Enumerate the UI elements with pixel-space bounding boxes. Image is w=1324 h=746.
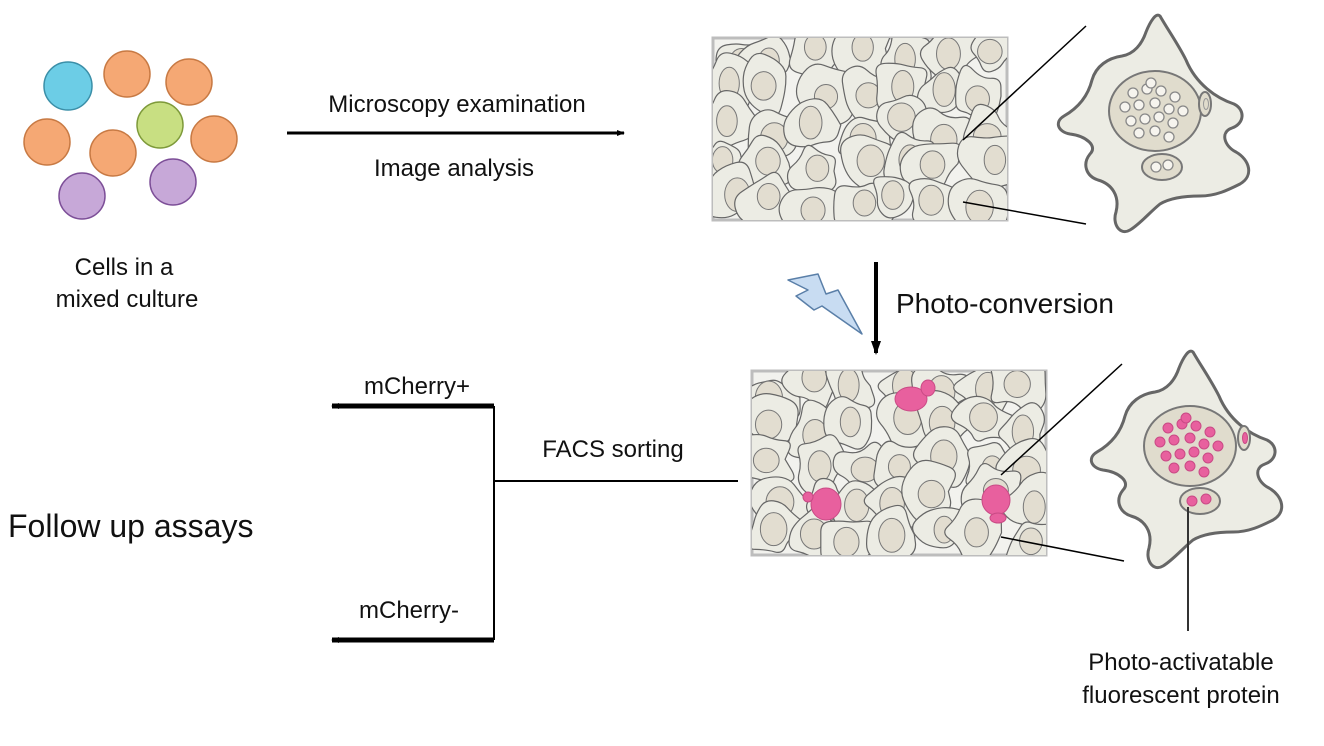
granule bbox=[1198, 466, 1210, 478]
tissue-nucleus bbox=[1003, 371, 1031, 399]
cell-green bbox=[136, 101, 184, 149]
tissue-nucleus bbox=[752, 447, 780, 474]
tissue-nucleus bbox=[805, 154, 830, 182]
granule bbox=[1184, 460, 1196, 472]
granule bbox=[1184, 432, 1196, 444]
granule bbox=[1177, 105, 1189, 117]
granule bbox=[1139, 113, 1151, 125]
granule bbox=[1190, 420, 1202, 432]
granule bbox=[1180, 412, 1192, 424]
mixed-culture-cells bbox=[23, 50, 238, 220]
mcherry-negative-label: mCherry- bbox=[359, 597, 459, 624]
tissue-nucleus bbox=[755, 146, 781, 176]
tissue-nucleus bbox=[917, 479, 946, 509]
tissue-nucleus bbox=[839, 406, 861, 438]
granule bbox=[1149, 125, 1161, 137]
protein-label-line1: Photo-activatable bbox=[1088, 649, 1273, 676]
tissue-nucleus bbox=[887, 102, 916, 132]
granule bbox=[1212, 440, 1224, 452]
mixed-culture-label-line1: Cells in a bbox=[75, 254, 174, 281]
granule bbox=[1160, 450, 1172, 462]
cell-orange bbox=[89, 129, 137, 177]
tissue-nucleus bbox=[756, 182, 781, 210]
granule bbox=[1145, 77, 1157, 89]
tissue-nucleus bbox=[759, 512, 788, 547]
lightning-bolt-icon bbox=[787, 273, 863, 335]
cell-orange bbox=[23, 118, 71, 166]
zoom-line-bottom bbox=[962, 201, 1087, 225]
cell-blue bbox=[43, 61, 93, 111]
tissue-nucleus bbox=[932, 72, 956, 107]
tissue-nucleus bbox=[878, 517, 906, 553]
tissue-nucleus bbox=[801, 371, 828, 393]
granule bbox=[1154, 436, 1166, 448]
granule bbox=[1149, 97, 1161, 109]
granule bbox=[1198, 438, 1210, 450]
granule bbox=[1162, 422, 1174, 434]
mixed-culture-label-line2: mixed culture bbox=[56, 286, 199, 313]
zoomed-cell-top bbox=[1056, 13, 1251, 233]
tissue-nucleus bbox=[833, 526, 860, 555]
granule bbox=[1168, 434, 1180, 446]
zoom-line-top bbox=[962, 25, 1087, 141]
tissue-panel-bottom bbox=[750, 363, 1125, 562]
cell-orange bbox=[165, 58, 213, 106]
tissue-nucleus bbox=[851, 38, 874, 62]
tissue-nucleus bbox=[881, 180, 905, 210]
granule bbox=[1163, 131, 1175, 143]
tissue-nucleus bbox=[800, 196, 826, 220]
granule bbox=[1163, 103, 1175, 115]
tissue-nucleus bbox=[918, 184, 945, 216]
granule bbox=[1125, 115, 1137, 127]
tissue-nucleus bbox=[844, 488, 870, 522]
protein-label-line2: fluorescent protein bbox=[1082, 682, 1279, 709]
zoomed-cell-bottom bbox=[1089, 349, 1284, 631]
tissue-panel-top bbox=[711, 25, 1087, 225]
tissue-nucleus bbox=[803, 38, 827, 61]
granule bbox=[1119, 101, 1131, 113]
granule bbox=[1133, 99, 1145, 111]
granule bbox=[1153, 111, 1165, 123]
tissue-nucleus bbox=[964, 517, 989, 548]
granule bbox=[1174, 448, 1186, 460]
granule bbox=[1168, 462, 1180, 474]
tissue-nucleus bbox=[807, 450, 832, 483]
tissue-nucleus bbox=[856, 144, 885, 178]
tissue-nucleus bbox=[936, 38, 961, 71]
granule bbox=[1127, 87, 1139, 99]
photoconverted-cells bbox=[802, 379, 1011, 524]
granule bbox=[1188, 446, 1200, 458]
image-analysis-label: Image analysis bbox=[374, 155, 534, 182]
cell-purple bbox=[149, 158, 197, 206]
zoom-line-top bbox=[1000, 363, 1123, 476]
photo-conversion-label: Photo-conversion bbox=[896, 288, 1114, 319]
granule bbox=[1202, 452, 1214, 464]
follow-up-assays-label: Follow up assays bbox=[8, 508, 253, 544]
tissue-nucleus bbox=[969, 402, 998, 433]
tissue-nucleus bbox=[716, 105, 738, 138]
tissue-nucleus bbox=[798, 105, 823, 140]
mcherry-positive-label: mCherry+ bbox=[364, 373, 470, 400]
zoom-line-bottom bbox=[1000, 536, 1125, 562]
granule bbox=[1167, 117, 1179, 129]
tissue-nucleus bbox=[852, 189, 877, 217]
microscopy-label: Microscopy examination bbox=[328, 91, 585, 118]
cell-purple bbox=[58, 172, 106, 220]
tissue-nucleus bbox=[1022, 490, 1046, 524]
facs-sorting-label: FACS sorting bbox=[542, 436, 683, 463]
tissue-nucleus bbox=[977, 38, 1003, 65]
cell-orange bbox=[190, 115, 238, 163]
granule bbox=[1204, 426, 1216, 438]
granule bbox=[1155, 85, 1167, 97]
granule bbox=[1169, 91, 1181, 103]
tissue-nucleus bbox=[750, 71, 777, 101]
tissue-nucleus bbox=[919, 150, 946, 179]
tissue-nucleus bbox=[983, 144, 1007, 176]
granule bbox=[1133, 127, 1145, 139]
cell-orange bbox=[103, 50, 151, 98]
